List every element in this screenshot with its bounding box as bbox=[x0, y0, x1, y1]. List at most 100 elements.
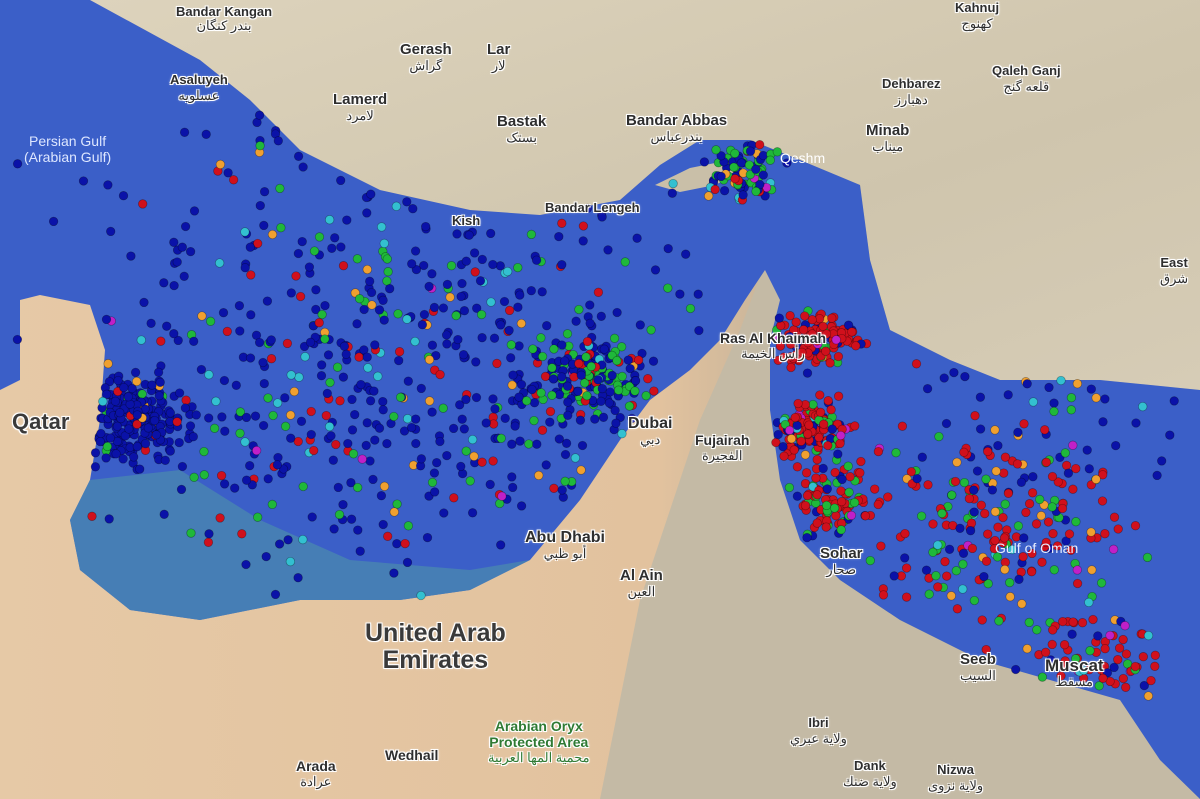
vessel-marker-tanker[interactable] bbox=[1041, 457, 1051, 467]
vessel-marker-passenger[interactable] bbox=[529, 415, 539, 426]
vessel-marker-fishing[interactable] bbox=[534, 470, 544, 481]
vessel-marker-cargo[interactable] bbox=[510, 421, 520, 431]
vessel-marker-cargo[interactable] bbox=[120, 431, 130, 441]
vessel-marker-tanker[interactable] bbox=[1027, 567, 1037, 577]
vessel-marker-passenger[interactable] bbox=[275, 183, 285, 194]
vessel-marker-tug[interactable] bbox=[294, 372, 304, 382]
vessel-marker-cargo[interactable] bbox=[431, 350, 441, 361]
vessel-marker-passenger[interactable] bbox=[1060, 448, 1070, 458]
vessel-marker-cargo[interactable] bbox=[597, 212, 607, 222]
vessel-marker-passenger[interactable] bbox=[395, 392, 406, 402]
vessel-marker-tanker[interactable] bbox=[812, 336, 822, 346]
vessel-marker-cargo[interactable] bbox=[424, 281, 434, 292]
vessel-marker-cargo[interactable] bbox=[174, 388, 185, 398]
vessel-marker-cargo[interactable] bbox=[296, 416, 307, 426]
vessel-marker-cargo[interactable] bbox=[241, 559, 251, 570]
vessel-marker-fishing[interactable] bbox=[990, 425, 1000, 435]
vessel-marker-cargo[interactable] bbox=[488, 259, 498, 270]
vessel-marker-tanker[interactable] bbox=[1057, 503, 1068, 514]
vessel-marker-cargo[interactable] bbox=[531, 255, 542, 265]
vessel-marker-fishing[interactable] bbox=[132, 376, 142, 387]
vessel-marker-fishing[interactable] bbox=[946, 591, 956, 601]
vessel-marker-cargo[interactable] bbox=[140, 438, 151, 449]
vessel-marker-cargo[interactable] bbox=[250, 411, 261, 421]
vessel-marker-cargo[interactable] bbox=[598, 412, 609, 422]
vessel-marker-cargo[interactable] bbox=[278, 464, 289, 474]
vessel-marker-cargo[interactable] bbox=[139, 297, 149, 308]
vessel-marker-tanker[interactable] bbox=[1018, 552, 1028, 562]
vessel-marker-cargo[interactable] bbox=[378, 295, 388, 305]
vessel-marker-cargo[interactable] bbox=[177, 242, 187, 252]
vessel-marker-cargo[interactable] bbox=[1152, 470, 1162, 481]
vessel-marker-tug[interactable] bbox=[1143, 630, 1154, 641]
vessel-marker-cargo[interactable] bbox=[469, 248, 480, 258]
vessel-marker-cargo[interactable] bbox=[1098, 417, 1108, 427]
vessel-marker-cargo[interactable] bbox=[336, 175, 346, 186]
vessel-marker-passenger[interactable] bbox=[730, 148, 740, 159]
vessel-marker-cargo[interactable] bbox=[508, 482, 518, 493]
vessel-marker-cargo[interactable] bbox=[115, 408, 125, 418]
vessel-marker-passenger[interactable] bbox=[393, 309, 403, 319]
vessel-marker-tanker[interactable] bbox=[309, 445, 319, 456]
vessel-marker-tanker[interactable] bbox=[314, 318, 324, 328]
vessel-marker-cargo[interactable] bbox=[958, 548, 969, 558]
vessel-marker-cargo[interactable] bbox=[113, 375, 123, 386]
vessel-marker-passenger[interactable] bbox=[446, 261, 457, 271]
vessel-marker-cargo[interactable] bbox=[802, 532, 812, 543]
vessel-marker-cargo[interactable] bbox=[456, 461, 466, 472]
vessel-marker-cargo[interactable] bbox=[263, 474, 273, 484]
vessel-marker-cargo[interactable] bbox=[102, 389, 112, 399]
vessel-marker-tanker[interactable] bbox=[847, 327, 857, 337]
vessel-marker-tanker[interactable] bbox=[773, 355, 783, 365]
vessel-marker-tanker[interactable] bbox=[1056, 671, 1066, 681]
vessel-marker-cargo[interactable] bbox=[411, 438, 421, 449]
vessel-marker-tanker[interactable] bbox=[812, 490, 822, 500]
vessel-marker-cargo[interactable] bbox=[560, 356, 570, 366]
vessel-marker-other[interactable] bbox=[1120, 621, 1130, 631]
vessel-marker-cargo[interactable] bbox=[1165, 430, 1175, 440]
vessel-marker-cargo[interactable] bbox=[408, 204, 418, 214]
vessel-marker-tanker[interactable] bbox=[1027, 488, 1038, 498]
vessel-marker-tanker[interactable] bbox=[933, 582, 943, 592]
vessel-marker-cargo[interactable] bbox=[311, 304, 321, 315]
vessel-marker-passenger[interactable] bbox=[751, 186, 761, 197]
vessel-marker-tanker[interactable] bbox=[1040, 425, 1050, 435]
vessel-marker-passenger[interactable] bbox=[513, 262, 523, 273]
vessel-marker-tug[interactable] bbox=[240, 227, 250, 237]
vessel-marker-cargo[interactable] bbox=[941, 418, 952, 429]
vessel-marker-tanker[interactable] bbox=[138, 199, 148, 209]
vessel-marker-tanker[interactable] bbox=[1031, 519, 1042, 529]
vessel-marker-cargo[interactable] bbox=[245, 242, 255, 252]
vessel-marker-tanker[interactable] bbox=[815, 390, 825, 400]
vessel-marker-cargo[interactable] bbox=[693, 289, 703, 299]
vessel-marker-cargo[interactable] bbox=[245, 461, 255, 471]
vessel-marker-cargo[interactable] bbox=[489, 333, 500, 343]
vessel-marker-cargo[interactable] bbox=[407, 259, 417, 269]
vessel-marker-cargo[interactable] bbox=[663, 243, 673, 254]
vessel-marker-cargo[interactable] bbox=[255, 200, 265, 211]
vessel-marker-tanker[interactable] bbox=[649, 386, 659, 396]
vessel-marker-cargo[interactable] bbox=[459, 306, 470, 316]
vessel-marker-tanker[interactable] bbox=[792, 462, 803, 472]
vessel-marker-cargo[interactable] bbox=[106, 226, 116, 237]
vessel-marker-passenger[interactable] bbox=[891, 448, 901, 458]
vessel-marker-passenger[interactable] bbox=[1037, 672, 1048, 682]
vessel-marker-passenger[interactable] bbox=[821, 500, 832, 511]
vessel-marker-tanker[interactable] bbox=[400, 538, 410, 549]
vessel-marker-fishing[interactable] bbox=[197, 311, 207, 321]
vessel-marker-cargo[interactable] bbox=[143, 423, 153, 433]
vessel-marker-cargo[interactable] bbox=[782, 158, 792, 168]
vessel-marker-cargo[interactable] bbox=[438, 303, 449, 313]
vessel-marker-passenger[interactable] bbox=[646, 325, 656, 335]
vessel-marker-cargo[interactable] bbox=[78, 176, 89, 186]
vessel-marker-passenger[interactable] bbox=[983, 579, 993, 589]
vessel-marker-passenger[interactable] bbox=[524, 439, 534, 449]
vessel-marker-tanker[interactable] bbox=[1052, 541, 1063, 551]
vessel-marker-tanker[interactable] bbox=[804, 420, 814, 430]
vessel-marker-passenger[interactable] bbox=[537, 351, 548, 362]
vessel-marker-cargo[interactable] bbox=[488, 394, 498, 404]
vessel-marker-tanker[interactable] bbox=[1041, 537, 1051, 548]
vessel-marker-tanker[interactable] bbox=[477, 457, 487, 467]
vessel-marker-passenger[interactable] bbox=[382, 254, 392, 264]
vessel-marker-tanker[interactable] bbox=[803, 429, 813, 439]
